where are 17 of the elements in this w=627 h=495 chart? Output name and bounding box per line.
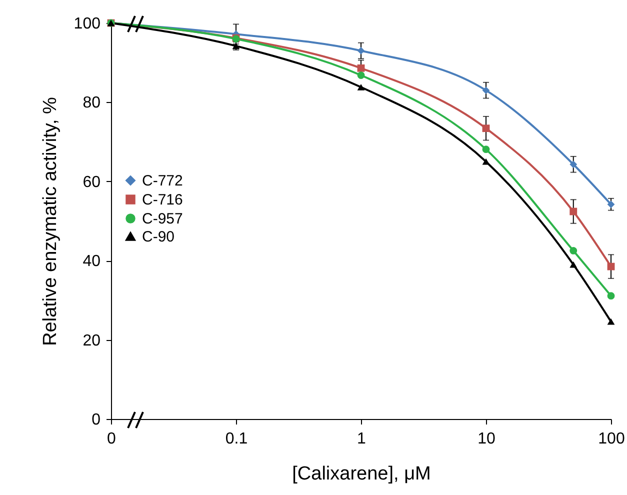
y-tick-label: 60 xyxy=(82,174,101,191)
x-axis-title: [Calixarene], μM xyxy=(292,464,431,484)
legend-label: C-957 xyxy=(142,210,183,228)
y-tick-label: 20 xyxy=(82,332,101,350)
legend-label: C-90 xyxy=(142,228,175,246)
x-tick-label: 100 xyxy=(598,430,625,448)
x-tick-label: 0 xyxy=(107,430,116,448)
legend-label: C-772 xyxy=(142,172,183,190)
y-tick-label: 40 xyxy=(82,253,101,270)
legend-label: C-716 xyxy=(142,192,183,208)
x-tick-label: 10 xyxy=(478,430,496,448)
y-axis-title: Relative enzymatic activity, % xyxy=(40,96,61,346)
y-tick-label: 100 xyxy=(74,16,101,32)
x-tick-label: 0.1 xyxy=(225,430,248,448)
x-tick-label: 1 xyxy=(357,430,366,448)
y-tick-label: 80 xyxy=(82,94,101,112)
y-tick-label: 0 xyxy=(92,412,101,428)
